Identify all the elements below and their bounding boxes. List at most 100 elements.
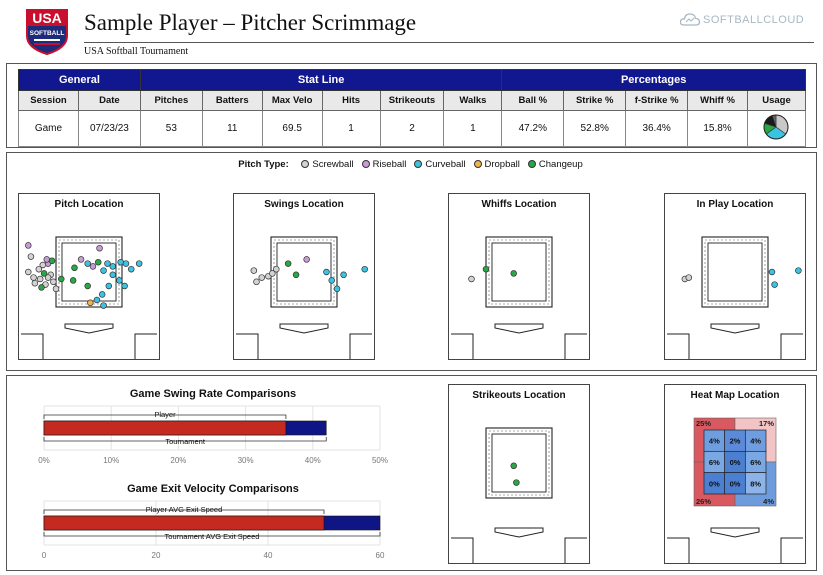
home-plate	[64, 323, 114, 334]
column-header-f-strike: f-Strike %	[625, 90, 689, 111]
strike-zone-dashed	[488, 430, 550, 496]
location-plot	[21, 236, 157, 359]
pitch-point	[43, 256, 51, 263]
cell-batters: 11	[201, 110, 263, 147]
pitch-point	[71, 264, 78, 272]
strike-zone-outer	[485, 427, 553, 499]
heat-cell	[744, 472, 767, 495]
tournament-label: Tournament	[165, 437, 206, 446]
player-label: Player AVG Exit Speed	[146, 505, 223, 514]
cell-pitches: 53	[139, 110, 203, 147]
brand-text: SOFTBALLCLOUD	[703, 14, 805, 26]
pitch-point	[100, 267, 107, 274]
legend-dot-dropball	[473, 160, 482, 168]
pitch-point	[135, 260, 143, 267]
exit-velocity-chart: 0 20 40 60 Player AVG Exit Speed Tournament A…	[42, 500, 385, 560]
chart-title: Strikeouts Location	[472, 390, 566, 401]
location-plot	[236, 236, 372, 359]
home-plate	[279, 323, 329, 334]
x-tick-label: 50%	[372, 456, 388, 465]
strikeouts-location-chart: Strikeouts Location	[448, 384, 590, 564]
strike-zone-dashed	[58, 239, 120, 305]
batter-box-left	[667, 537, 690, 563]
brand-mark: SOFTBALLCLOUD	[679, 13, 805, 26]
stats-panel: General Stat Line Percentages Session Dat…	[6, 63, 817, 148]
pitch-point	[98, 291, 106, 298]
logo-text: USA	[32, 10, 62, 26]
group-percentages: Percentages	[501, 69, 806, 91]
legend-label-curveball: Curveball	[425, 159, 466, 170]
pitch-point	[768, 268, 776, 276]
pitch-point	[771, 281, 778, 288]
pitch-point	[84, 282, 91, 290]
pitch-point	[84, 260, 91, 267]
heat-cell-label: 6%	[709, 458, 720, 467]
heat-cell-label: 0%	[730, 458, 741, 467]
pitch-point	[258, 274, 266, 281]
x-tick-label: 0%	[38, 456, 50, 465]
pitch-point	[44, 274, 52, 281]
player-bracket	[43, 414, 287, 419]
heat-outer-label-bottom-left: 26%	[696, 497, 711, 506]
heat-outer-label-top-right: 17%	[759, 419, 774, 428]
pitch-point	[58, 275, 65, 283]
legend-item-changeup: Changeup	[527, 159, 583, 170]
pitch-point	[94, 258, 102, 266]
in-play-location-chart: In Play Location	[664, 193, 806, 360]
pitch-point	[38, 284, 45, 291]
comparisons-panel: Game Swing Rate Comparisons 0% 10% 20% 30% 4…	[6, 375, 817, 571]
chart-title: In Play Location	[696, 199, 774, 210]
header-divider	[84, 42, 814, 43]
legend-label-dropball: Dropball	[484, 159, 520, 170]
batter-box-left	[236, 333, 259, 359]
pitch-point	[361, 265, 368, 273]
strike-zone-dashed	[488, 239, 550, 305]
x-tick-label: 60	[376, 551, 385, 560]
pitch-point	[105, 282, 113, 290]
cell-strike: 52.8%	[563, 110, 627, 147]
column-header-strikeouts: Strikeouts	[379, 90, 445, 111]
heat-cell-label: 0%	[730, 479, 741, 488]
cell-strikeouts: 2	[379, 110, 445, 147]
column-header-strike: Strike %	[563, 90, 627, 111]
pitch-point	[52, 285, 60, 293]
heat-outer-label-bottom-right: 4%	[763, 497, 774, 506]
legend-label-riseball: Riseball	[372, 159, 407, 170]
x-tick-label: 10%	[103, 456, 119, 465]
chart-title: Heat Map Location	[690, 390, 780, 401]
strike-zone-dashed	[704, 239, 766, 305]
swing-rate-chart: 0% 10% 20% 30% 40% 50% Player Tournament	[38, 405, 388, 465]
x-tick-label: 0	[42, 551, 47, 560]
legend-label-screwball: Screwball	[312, 159, 354, 170]
pitch-point	[89, 263, 97, 270]
group-general: General	[18, 69, 141, 91]
pitch-point	[40, 270, 48, 277]
x-tick-label: 30%	[238, 456, 254, 465]
heat-cell-label: 0%	[709, 479, 720, 488]
pitch-point	[468, 275, 475, 283]
pitch-point	[253, 278, 260, 286]
cell-session: Game	[18, 110, 79, 147]
pitch-point	[303, 256, 310, 263]
strike-zone-inner	[491, 242, 547, 302]
home-plate	[494, 323, 544, 334]
heat-cell-label: 6%	[750, 458, 761, 467]
column-header-row: Session Date Pitches Batters Max Velo Hits Str…	[18, 90, 807, 111]
table-row: Game 07/23/23 53 11 69.5 1 2 1 47.2% 52.8% 36.4% 15…	[18, 110, 807, 147]
pitch-point	[87, 299, 94, 307]
pitch-point	[48, 257, 56, 265]
batter-box-right	[134, 333, 157, 359]
heat-map-plot: 25% 17% 26% 4% 4% 2% 4% 6% 0% 6% 0% 0% 8%	[667, 417, 803, 563]
pitch-location-panel: Pitch Type: Screwball Riseball Curveball Dr…	[6, 152, 817, 371]
pitch-point	[127, 265, 135, 273]
pitch-location-chart: Pitch Location	[18, 193, 160, 360]
column-header-ball: Ball %	[501, 90, 565, 111]
pitch-point	[69, 277, 77, 284]
batter-box-right	[564, 333, 587, 359]
chart-title: Swings Location	[264, 199, 344, 210]
heat-map-location-chart: Heat Map Location 25% 17% 26% 4% 4% 2% 4% 6% 0% 6%…	[664, 384, 806, 564]
pitch-point	[77, 256, 85, 263]
chart-title: Whiffs Location	[481, 199, 557, 210]
legend-dot-riseball	[361, 160, 370, 168]
cell-hits: 1	[321, 110, 381, 147]
